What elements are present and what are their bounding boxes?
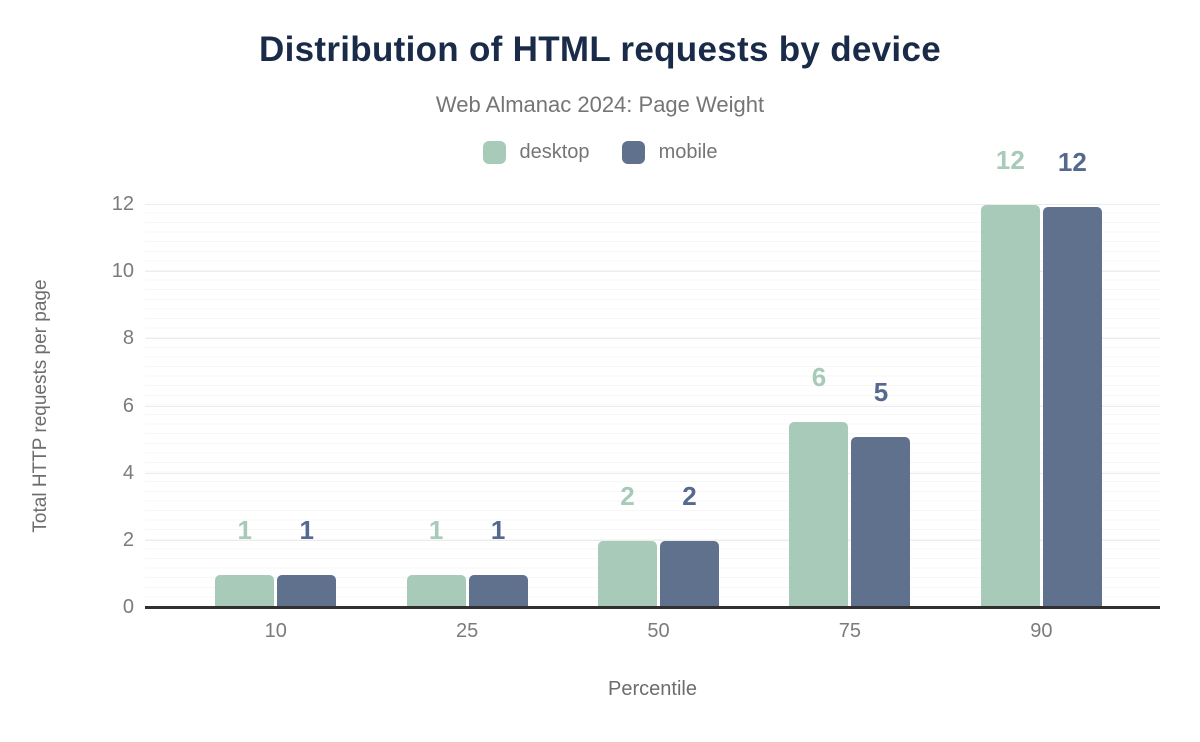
band-p90: 12 12 [946, 147, 1137, 607]
plot-area: 1 1 1 1 2 2 6 5 12 12 10 25 50 75 90 [145, 147, 1160, 642]
legend-label-desktop: desktop [519, 141, 590, 163]
bar-desktop-p50: 2 [598, 483, 658, 607]
y-tick-0: 0 [122, 596, 134, 618]
x-axis-ticks: 10 25 50 75 90 [180, 620, 1137, 643]
bar-value-label-desktop-p90: 12 [995, 145, 1025, 176]
legend-label-mobile: mobile [658, 141, 718, 163]
gridline-y-6 [145, 405, 1160, 407]
bars-container: 1 1 1 1 2 2 6 5 12 12 [180, 147, 1137, 607]
bar-value-label-mobile-p75: 5 [873, 377, 889, 408]
gridline-y-4 [145, 472, 1160, 474]
bar-mobile-p50: 2 [660, 483, 720, 607]
y-tick-8: 8 [122, 327, 134, 350]
y-axis-title: Total HTTP requests per page [30, 279, 51, 533]
bar-desktop-p25: 1 [406, 517, 466, 607]
x-tick-10: 10 [264, 620, 287, 642]
x-tick-90: 90 [1030, 620, 1053, 642]
bar-mobile-p90: 12 [1042, 149, 1102, 607]
bar-desktop-p10: 1 [215, 517, 275, 607]
legend-item-desktop: desktop [482, 141, 590, 164]
x-tick-50: 50 [647, 620, 670, 642]
chart-title: Distribution of HTML requests by device [259, 30, 941, 69]
bar-desktop-p75: 6 [789, 364, 849, 607]
y-axis-ticks: 0 2 4 6 8 10 12 [82, 193, 134, 618]
bar-desktop-p90: 12 [980, 147, 1040, 607]
bar-value-label-desktop-p10: 1 [237, 515, 252, 546]
bar-value-label-desktop-p75: 6 [811, 362, 827, 393]
bar-value-label-desktop-p25: 1 [428, 515, 444, 546]
x-axis-line [145, 606, 1160, 609]
gridline-y-12 [145, 204, 1160, 205]
legend: desktop mobile [0, 141, 1200, 164]
bar-value-label-desktop-p50: 2 [620, 480, 635, 511]
y-tick-10: 10 [111, 260, 134, 283]
legend-swatch-desktop [482, 141, 506, 164]
bar-mobile-p25: 1 [468, 517, 528, 607]
chart-subtitle: Web Almanac 2024: Page Weight [435, 92, 765, 117]
x-tick-25: 25 [455, 620, 479, 642]
bar-mobile-p10: 1 [277, 517, 337, 607]
bar-value-label-mobile-p90: 12 [1057, 147, 1087, 178]
legend-swatch-mobile [621, 141, 645, 164]
bar-value-label-mobile-p25: 1 [490, 515, 506, 546]
x-axis-title: Percentile [608, 678, 697, 700]
x-tick-75: 75 [838, 620, 862, 642]
bar-value-label-mobile-p50: 2 [682, 480, 697, 511]
gridline-y-8 [145, 338, 1160, 340]
gridline-y-10 [145, 271, 1160, 273]
legend-item-mobile: mobile [621, 141, 718, 164]
gridline-y-2 [145, 539, 1160, 541]
bar-mobile-p75: 5 [851, 379, 911, 607]
y-tick-6: 6 [122, 394, 134, 417]
bar-value-label-mobile-p10: 1 [299, 515, 314, 546]
y-tick-12: 12 [111, 193, 134, 215]
y-tick-4: 4 [122, 461, 134, 484]
y-tick-2: 2 [122, 528, 134, 551]
